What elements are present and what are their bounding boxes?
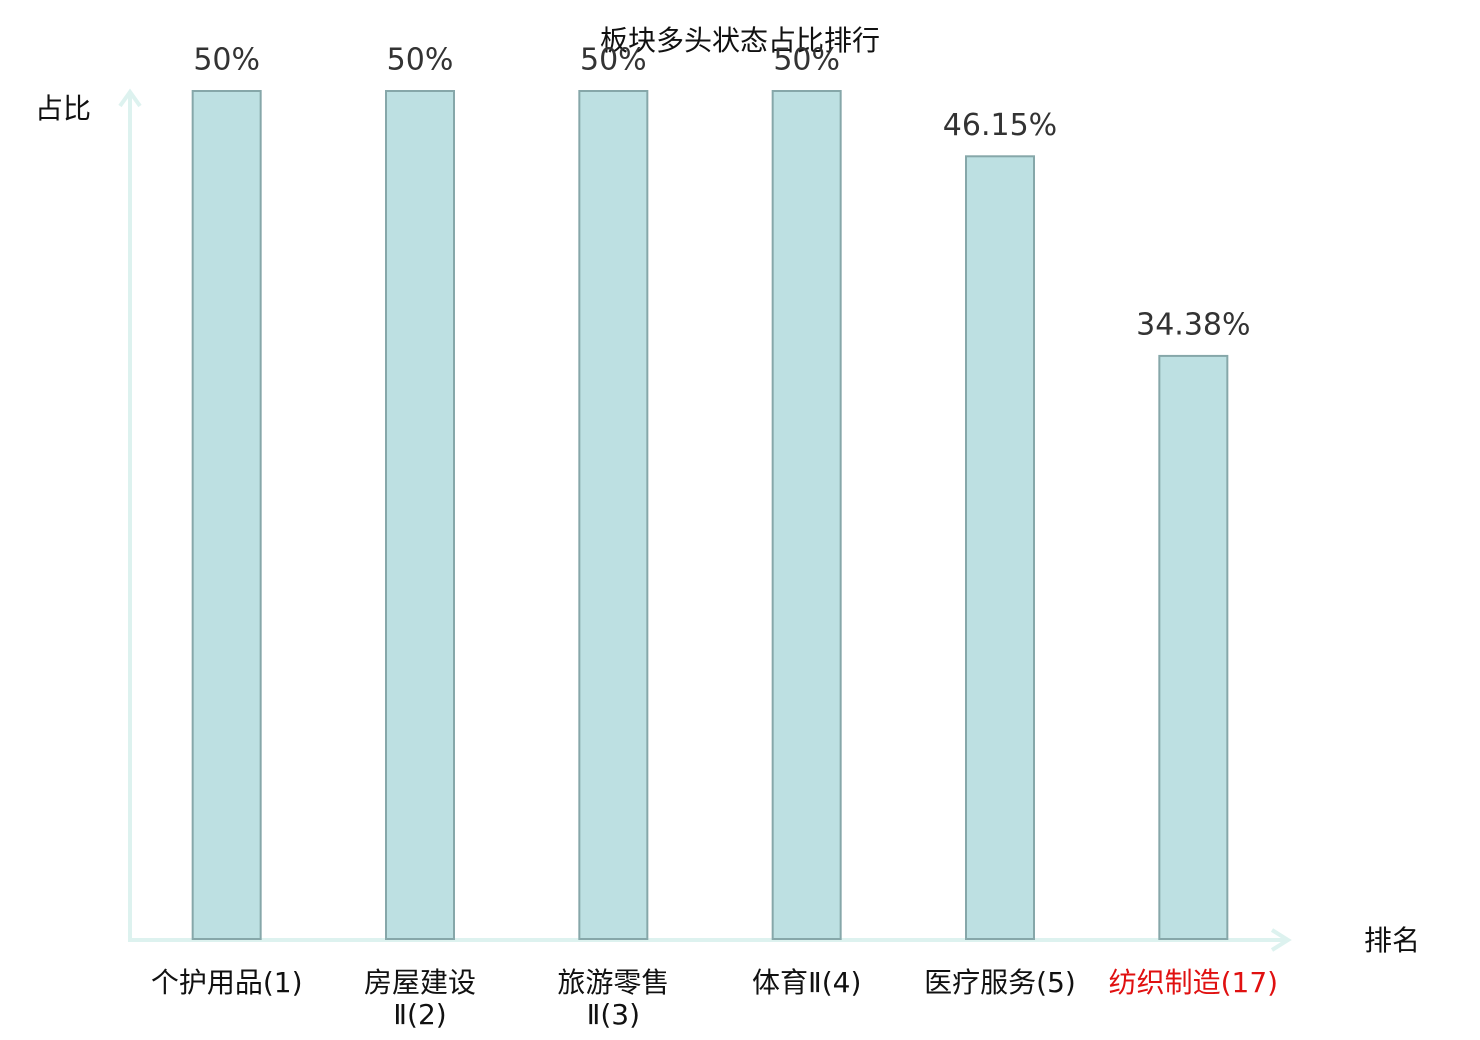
bar [385,90,455,940]
y-axis-label: 占比 [35,92,91,125]
value-label: 50% [773,43,840,78]
x-axis-label: 排名 [1364,924,1420,957]
x-tick-label-line: 旅游零售 [557,966,669,999]
x-tick-label: 房屋建设 Ⅱ(2) [364,966,476,1031]
bar [191,90,262,940]
x-tick-label-line: Ⅱ(2) [393,998,446,1031]
x-tick-label: 个护用品(1) [151,966,303,999]
value-label: 46.15% [943,108,1057,143]
value-label: 50% [580,43,647,78]
chart-title: 板块多头状态占比排行 [600,24,880,57]
x-tick-label: 医疗服务(5) [924,966,1076,999]
bar [771,90,842,940]
bar [1158,354,1229,940]
x-axis-arrow [1270,928,1292,952]
value-label: 50% [387,43,454,78]
y-axis-arrow [118,88,142,108]
x-tick-label-line: Ⅱ(3) [587,998,640,1031]
value-label: 50% [193,43,260,78]
value-label: 34.38% [1136,307,1250,342]
x-tick-label: 体育Ⅱ(4) [752,966,861,999]
x-tick-label-line: 房屋建设 [364,966,476,999]
axes [118,88,1292,952]
x-tick-label: 纺织制造(17) [1109,966,1278,999]
bar [578,90,649,940]
x-tick-label: 旅游零售 Ⅱ(3) [557,966,669,1031]
bar [965,155,1035,940]
